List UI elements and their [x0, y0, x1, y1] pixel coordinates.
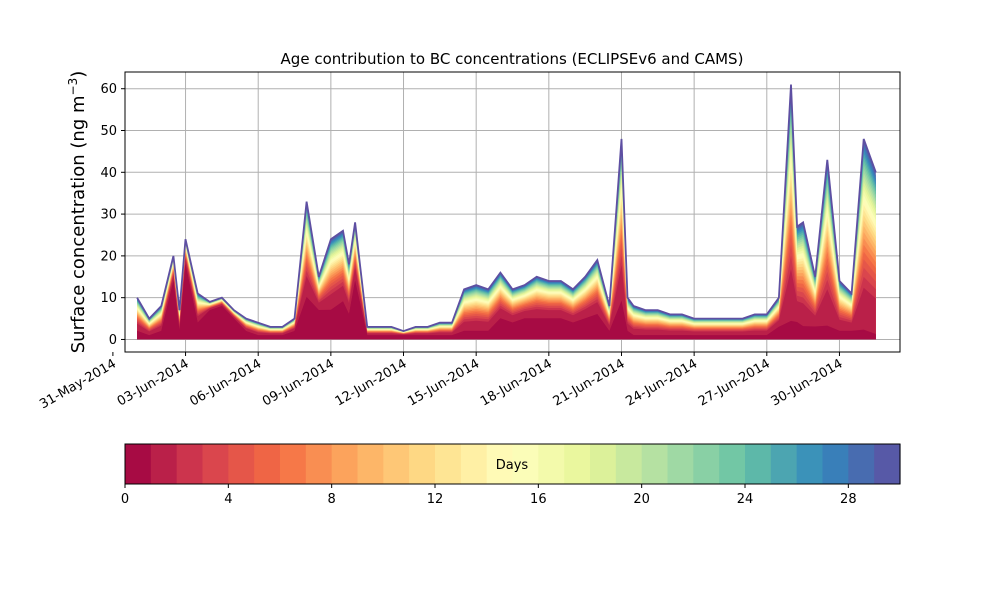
y-axis-label-superscript: −3	[66, 78, 80, 96]
colorbar-tick-label: 4	[224, 492, 232, 507]
colorbar-tick-label: 0	[121, 492, 129, 507]
y-tick-label: 40	[100, 166, 117, 181]
colorbar-segment	[254, 444, 281, 484]
x-tick-label: 24-Jun-2014	[623, 356, 700, 409]
colorbar-segment	[383, 444, 410, 484]
colorbar-segment	[486, 444, 514, 484]
colorbar-segment	[667, 444, 694, 484]
x-tick-label: 18-Jun-2014	[478, 356, 555, 409]
total-outline	[136, 84, 877, 333]
y-tick-label: 30	[100, 208, 117, 223]
x-axis-ticks: 31-May-201403-Jun-201406-Jun-201409-Jun-…	[37, 352, 845, 412]
colorbar-segment	[202, 444, 229, 484]
x-tick-label: 21-Jun-2014	[551, 356, 628, 409]
colorbar-segment	[150, 444, 178, 484]
x-tick-label: 31-May-2014	[37, 356, 119, 412]
y-axis-ticks: 0 10 20 30 40 50 60	[100, 82, 125, 348]
colorbar-tick-label: 28	[840, 492, 857, 507]
y-tick-label: 0	[109, 333, 117, 348]
colorbar-tick-label: 20	[633, 492, 650, 507]
x-tick-label: 30-Jun-2014	[769, 356, 846, 409]
colorbar-segment	[641, 444, 669, 484]
colorbar-segment	[564, 444, 591, 484]
colorbar-segment	[460, 444, 488, 484]
colorbar-segment	[228, 444, 255, 484]
stacked-area-layers	[136, 84, 877, 340]
y-axis-label-text: Surface concentration (ng m	[68, 95, 89, 353]
colorbar	[125, 444, 901, 484]
colorbar-segment	[745, 444, 772, 484]
x-tick-label: 27-Jun-2014	[696, 356, 773, 409]
x-tick-label: 06-Jun-2014	[187, 356, 264, 409]
colorbar-segment	[357, 444, 384, 484]
colorbar-segment	[538, 444, 565, 484]
y-tick-label: 60	[100, 82, 117, 97]
colorbar-segment	[125, 444, 152, 484]
colorbar-segment	[590, 444, 617, 484]
y-tick-label: 10	[100, 291, 117, 306]
y-axis-label: Surface concentration (ng m−3)	[66, 71, 89, 354]
colorbar-tick-label: 24	[737, 492, 754, 507]
colorbar-segment	[822, 444, 849, 484]
colorbar-ticks: 0 4 8 12 16 20 24 28	[121, 484, 857, 507]
x-tick-label: 12-Jun-2014	[333, 356, 410, 409]
colorbar-segment	[693, 444, 720, 484]
y-tick-label: 20	[100, 249, 117, 264]
y-tick-label: 50	[100, 124, 117, 139]
colorbar-label: Days	[496, 458, 529, 473]
colorbar-segment	[512, 444, 539, 484]
colorbar-segment	[305, 444, 333, 484]
colorbar-tick-label: 12	[427, 492, 444, 507]
colorbar-segment	[615, 444, 643, 484]
colorbar-tick-label: 8	[328, 492, 336, 507]
colorbar-segment	[409, 444, 436, 484]
x-tick-label: 15-Jun-2014	[405, 356, 482, 409]
colorbar-frame	[124, 443, 901, 485]
colorbar-segment	[280, 444, 307, 484]
chart-title: Age contribution to BC concentrations (E…	[281, 50, 744, 68]
y-axis-label-close: )	[68, 71, 89, 78]
colorbar-segment	[435, 444, 462, 484]
plot-frame	[124, 71, 901, 353]
colorbar-segment	[848, 444, 875, 484]
colorbar-segment	[874, 444, 901, 484]
colorbar-segment	[770, 444, 798, 484]
colorbar-tick-label: 16	[530, 492, 547, 507]
colorbar-segment	[176, 444, 204, 484]
x-tick-label: 03-Jun-2014	[115, 356, 192, 409]
age-layer-youngest	[137, 264, 876, 340]
colorbar-segment	[331, 444, 359, 484]
colorbar-segment	[796, 444, 824, 484]
colorbar-segment	[719, 444, 746, 484]
x-tick-label: 09-Jun-2014	[260, 356, 337, 409]
